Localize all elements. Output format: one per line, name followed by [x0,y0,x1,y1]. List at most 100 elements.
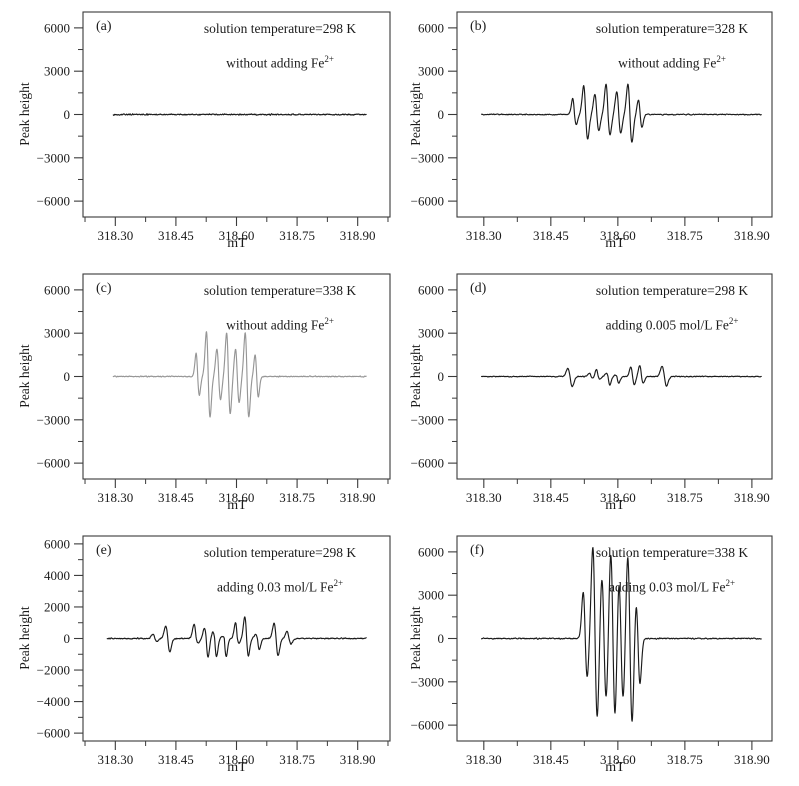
annotation-line1: solution temperature=328 K [595,21,749,36]
x-axis-label: mT [227,760,247,775]
y-tick-label: 6000 [418,20,444,35]
y-tick-label: 0 [64,631,71,646]
annotation-line1: solution temperature=298 K [203,21,357,36]
y-tick-label: 3000 [44,326,70,341]
x-tick-label: 318.90 [734,752,770,767]
y-tick-label: −2000 [37,663,70,678]
y-tick-label: 3000 [418,588,444,603]
panel-label-a: (a) [96,19,112,34]
chart-canvas-f: 6000 3000 0 −3000 −6000 318.30 318.45 318.60 318… [411,535,773,767]
panel-label-f: (f) [470,543,484,558]
annotation-f: solution temperature=338 K adding 0.03 m… [560,537,784,603]
x-tick-label: 318.60 [600,228,636,243]
y-tick-label: 2000 [44,600,70,615]
annotation-line2: without adding Fe2+ [618,54,726,71]
y-tick-label: −3000 [411,412,444,427]
chart-canvas-d: 6000 3000 0 −3000 −6000 318.30 318.45 318.60 318… [411,273,773,505]
annotation-line2: adding 0.03 mol/L Fe2+ [216,578,344,595]
y-tick-label: −6000 [37,456,70,471]
annotation-c: solution temperature=338 K without addin… [168,275,392,341]
x-tick-label: 318.30 [466,228,502,243]
x-tick-label: 318.30 [97,490,133,505]
y-tick-label: −6000 [37,194,70,209]
signal-line [480,83,762,143]
x-tick-label: 318.90 [340,228,376,243]
y-tick-label: 6000 [44,20,70,35]
x-axis-label: mT [227,236,247,251]
annotation-line2: without adding Fe2+ [226,54,334,71]
y-tick-label: 0 [64,369,71,384]
y-axis-label: Peak height [17,606,32,670]
x-tick-label: 318.60 [219,490,255,505]
signal-line [480,365,762,388]
chart-canvas-e: 6000 4000 2000 0 −2000 −4000 −6000 318.30 318.45… [37,535,391,767]
y-tick-label: −6000 [411,194,444,209]
x-tick-label: 318.45 [533,752,569,767]
y-tick-label: −6000 [411,718,444,733]
x-tick-label: 318.30 [466,752,502,767]
chart-canvas-a: 6000 3000 0 −3000 −6000 318.30 318.45 318.60 318… [37,11,391,243]
chart-canvas-c: 6000 3000 0 −3000 −6000 318.30 318.45 318.60 318… [37,273,391,505]
y-tick-label: 3000 [418,64,444,79]
y-tick-label: 4000 [44,568,70,583]
panel-label-c: (c) [96,281,112,296]
x-tick-label: 318.30 [97,228,133,243]
subplot-d: 6000 3000 0 −3000 −6000 318.30 318.45 318.60 318… [400,262,799,524]
x-axis-label: mT [605,236,625,251]
y-axis-label: Peak height [17,82,32,146]
subplot-a: 6000 3000 0 −3000 −6000 318.30 318.45 318.60 318… [0,0,400,262]
x-axis-label: mT [227,498,247,513]
x-tick-label: 318.30 [97,752,133,767]
x-tick-label: 318.90 [340,490,376,505]
x-tick-label: 318.45 [158,752,194,767]
y-tick-label: −6000 [37,726,70,741]
y-axis-label: Peak height [408,82,423,146]
annotation-line2: adding 0.005 mol/L Fe2+ [605,316,739,333]
y-tick-label: −6000 [411,456,444,471]
y-axis-label: Peak height [408,344,423,408]
y-axis-label: Peak height [17,344,32,408]
x-tick-label: 318.75 [667,228,703,243]
y-tick-label: −3000 [37,150,70,165]
y-tick-label: 0 [438,631,445,646]
subplot-f: 6000 3000 0 −3000 −6000 318.30 318.45 318.60 318… [400,524,799,786]
x-tick-label: 318.90 [734,228,770,243]
x-axis-label: mT [605,760,625,775]
y-tick-label: 6000 [418,282,444,297]
x-tick-label: 318.60 [219,228,255,243]
x-tick-label: 318.45 [158,490,194,505]
y-tick-label: −3000 [411,150,444,165]
x-tick-label: 318.90 [340,752,376,767]
x-tick-label: 318.75 [667,490,703,505]
annotation-line1: solution temperature=338 K [203,283,357,298]
x-tick-label: 318.45 [158,228,194,243]
x-tick-label: 318.60 [219,752,255,767]
x-tick-label: 318.45 [533,228,569,243]
panel-label-b: (b) [470,19,487,34]
y-tick-label: 0 [64,107,71,122]
annotation-a: solution temperature=298 K without addin… [168,13,392,79]
annotation-line2: adding 0.03 mol/L Fe2+ [608,578,736,595]
signal-line [112,113,367,116]
y-tick-label: 0 [438,107,445,122]
annotation-d: solution temperature=298 K adding 0.005 … [560,275,784,341]
subplot-c: 6000 3000 0 −3000 −6000 318.30 318.45 318.60 318… [0,262,400,524]
subplot-e: 6000 4000 2000 0 −2000 −4000 −6000 318.30 318.45… [0,524,400,786]
y-tick-label: 0 [438,369,445,384]
x-tick-label: 318.60 [600,490,636,505]
y-tick-label: −3000 [37,412,70,427]
chart-canvas-b: 6000 3000 0 −3000 −6000 318.30 318.45 318.60 318… [411,11,773,243]
x-tick-label: 318.75 [279,490,315,505]
y-tick-label: 3000 [418,326,444,341]
signal-line [480,546,762,722]
x-tick-label: 318.75 [279,752,315,767]
x-tick-label: 318.45 [533,490,569,505]
subplot-b: 6000 3000 0 −3000 −6000 318.30 318.45 318.60 318… [400,0,799,262]
x-tick-label: 318.75 [279,228,315,243]
x-tick-label: 318.30 [466,490,502,505]
x-axis-label: mT [605,498,625,513]
x-tick-label: 318.60 [600,752,636,767]
signal-line [106,616,367,658]
